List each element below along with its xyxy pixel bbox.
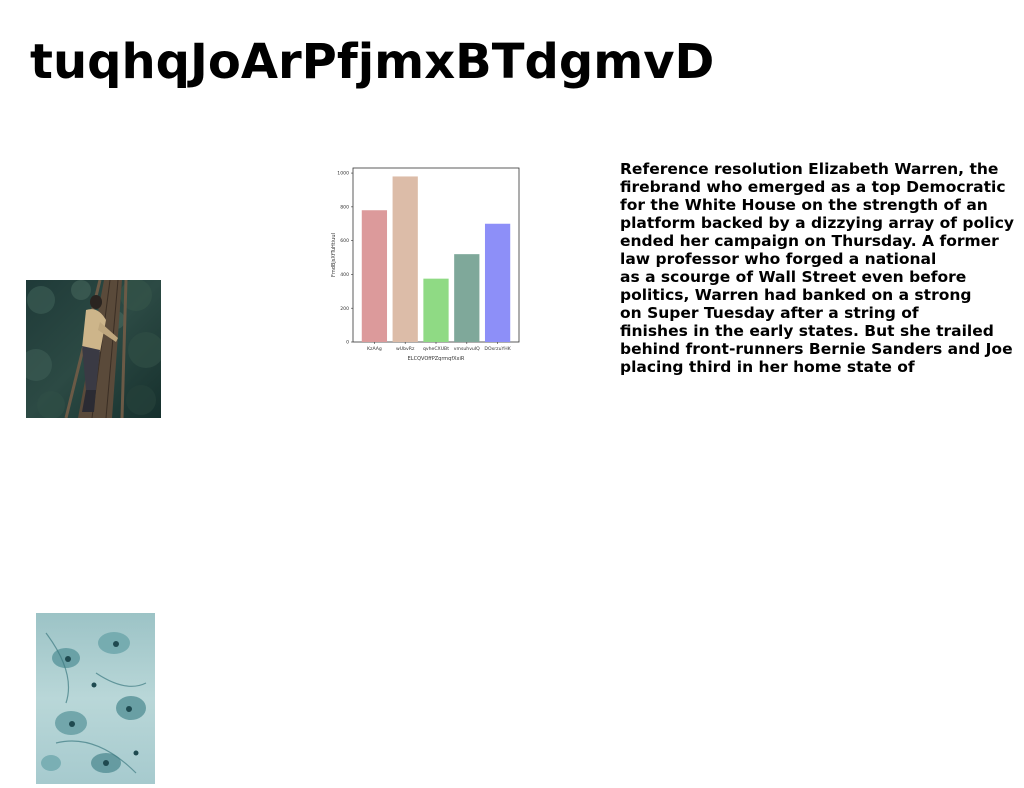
bar-chart-svg: 0 200 400 600 800 1000 KzAAg wUbvRz qvheCXUBt vm…: [331, 167, 520, 362]
y-ticks-group: 0 200 400 600 800 1000: [337, 171, 353, 346]
y-tick-label: 800: [340, 204, 349, 210]
article-line: ended her campaign on Thursday. A former: [620, 232, 999, 250]
photo-teal-flowers: [36, 613, 155, 784]
y-axis-label: FmdBjsXfTuHtiuuI: [331, 233, 337, 277]
y-tick-label: 600: [340, 238, 349, 244]
article-line: firebrand who emerged as a top Democrati…: [620, 178, 1006, 196]
x-ticks-group: KzAAg wUbvRz qvheCXUBt vmsuhvuIQ DOxrzuYHK: [367, 342, 512, 352]
x-tick-label: DOxrzuYHK: [484, 346, 511, 352]
article-line: finishes in the early states. But she tr…: [620, 322, 994, 340]
article-line: placing third in her home state of: [620, 358, 915, 376]
bar-vmsuhvuIQ: [454, 254, 480, 342]
article-line: on Super Tuesday after a string of: [620, 304, 919, 322]
article-text: Reference resolution Elizabeth Warren, t…: [620, 160, 1024, 376]
page-title: tuqhqJoArPfjmxBTdgmvD: [30, 34, 715, 90]
article-line: politics, Warren had banked on a strong: [620, 286, 972, 304]
article-line: for the White House on the strength of a…: [620, 196, 988, 214]
x-tick-label: KzAAg: [367, 346, 382, 352]
article-line: Reference resolution Elizabeth Warren, t…: [620, 160, 999, 178]
y-tick-label: 200: [340, 306, 349, 312]
bar-DOxrzuYHK: [484, 223, 511, 342]
x-tick-label: wUbvRz: [396, 346, 415, 352]
bar-qvheCXUBt: [423, 278, 449, 342]
bar-KzAAg: [361, 210, 388, 342]
bar-wUbvRz: [392, 176, 418, 342]
x-axis-label: ELCQVOffPZqrmqfXxiR: [408, 356, 465, 362]
y-tick-label: 0: [346, 340, 349, 346]
bars-group: [361, 176, 511, 342]
y-tick-label: 400: [340, 272, 349, 278]
article-line: behind front-runners Bernie Sanders and …: [620, 340, 1013, 358]
y-tick-label: 1000: [337, 171, 349, 177]
bar-chart: 0 200 400 600 800 1000 KzAAg wUbvRz qvheCXUBt vm…: [322, 160, 526, 368]
article-line: as a scourge of Wall Street even before: [620, 268, 967, 286]
x-tick-label: vmsuhvuIQ: [454, 346, 480, 352]
article-line: law professor who forged a national: [620, 250, 937, 268]
x-tick-label: qvheCXUBt: [423, 346, 449, 352]
photo-person-on-bridge: [26, 280, 161, 418]
article-line: platform backed by a dizzying array of p…: [620, 214, 1015, 232]
